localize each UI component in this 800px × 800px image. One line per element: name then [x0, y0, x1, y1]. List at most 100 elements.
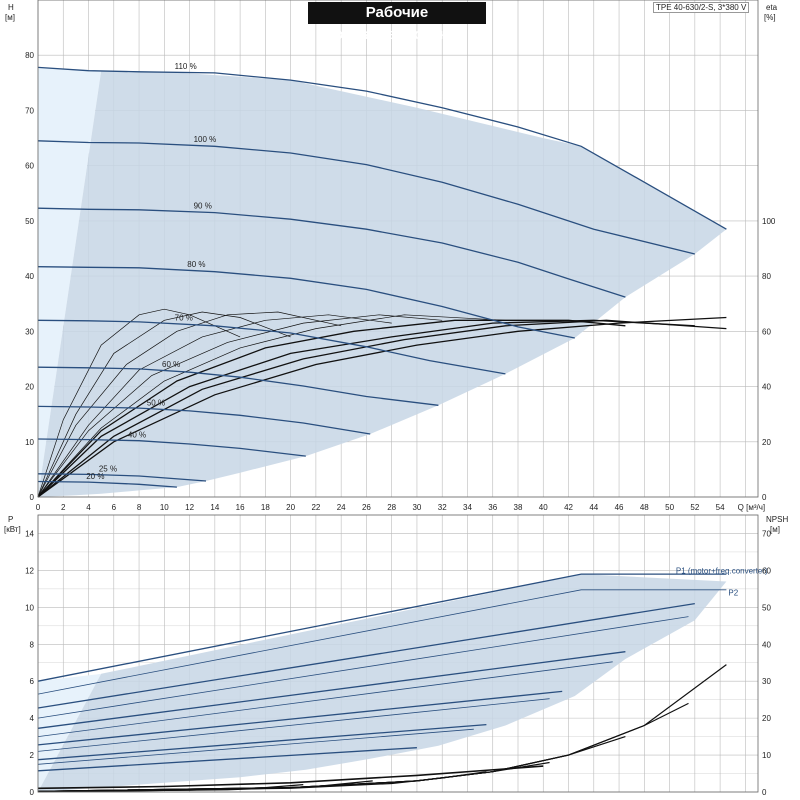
x-tick: 40 [539, 503, 548, 512]
top-y-tick-right: 80 [762, 272, 771, 281]
eta-curve [37, 311, 342, 498]
bottom-right-axis-unit: [м] [770, 525, 780, 534]
x-tick: 38 [514, 503, 523, 512]
head-curve-label: 40 % [128, 430, 146, 439]
top-y-tick-left: 10 [25, 438, 34, 447]
bottom-y-tick-left: 8 [30, 640, 35, 649]
top-y-tick-left: 70 [25, 106, 34, 115]
bottom-y-tick-left: 12 [25, 566, 34, 575]
eta-curve [37, 311, 291, 498]
x-tick: 10 [160, 503, 169, 512]
x-tick: 46 [615, 503, 624, 512]
eta-curve [37, 319, 695, 498]
p2-curve [37, 698, 550, 752]
head-curve-label: 25 % [99, 465, 117, 474]
x-tick: 2 [61, 503, 66, 512]
x-tick: 34 [463, 503, 472, 512]
bottom-plot-frame [37, 514, 759, 793]
head-curve-label: 70 % [175, 314, 193, 323]
head-curve [37, 438, 306, 457]
x-tick: 44 [589, 503, 598, 512]
bottom-left-axis-name: P [8, 515, 13, 524]
top-right-axis-unit: [%] [764, 13, 776, 22]
head-curve [37, 319, 506, 375]
bottom-light-region [38, 673, 102, 792]
head-curve [37, 66, 727, 230]
x-tick: 26 [362, 503, 371, 512]
eta-curve [37, 314, 392, 498]
bottom-y-tick-right: 20 [762, 714, 771, 723]
head-curve-label: 60 % [162, 360, 180, 369]
top-curves: 110 % 100 % 90 % 80 % 70 % 60 % 50 % 40 % 25 %20… [37, 62, 727, 498]
eta-curve [37, 319, 626, 498]
x-axis-label: Q [м³/ч] [738, 503, 765, 512]
head-curve [37, 405, 371, 435]
bottom-y-tick-right: 70 [762, 529, 771, 538]
head-curve [37, 266, 575, 339]
p1-curve [37, 747, 417, 772]
p2-curve [37, 589, 727, 695]
eta-curve [37, 319, 727, 498]
x-tick: 28 [387, 503, 396, 512]
top-left-axis-name: H [8, 3, 14, 12]
baseline-curve [37, 765, 544, 790]
x-tick: 12 [185, 503, 194, 512]
p2-curve [37, 661, 613, 737]
top-light-region [38, 67, 102, 498]
top-y-tick-right: 60 [762, 327, 771, 336]
x-tick: 42 [564, 503, 573, 512]
x-tick: 50 [665, 503, 674, 512]
top-left-axis-unit: [м] [5, 13, 15, 22]
top-plot-frame [37, 0, 759, 498]
model-label: TPE 40-630/2-S, 3*380 V [653, 2, 750, 13]
x-tick: 16 [236, 503, 245, 512]
bottom-y-tick-left: 4 [30, 714, 35, 723]
head-curve-label: 50 % [147, 398, 165, 407]
bottom-right-axis-name: NPSH [766, 515, 788, 524]
bottom-y-tick-left: 0 [30, 788, 35, 797]
p1-curve [37, 573, 727, 682]
bottom-y-tick-left: 6 [30, 677, 35, 686]
head-curve [37, 207, 626, 298]
p1-curve [37, 651, 626, 729]
x-tick: 24 [337, 503, 346, 512]
head-curve [37, 473, 207, 482]
head-curve [37, 480, 177, 488]
x-tick: 36 [488, 503, 497, 512]
head-curve-label: 20 % [86, 472, 104, 481]
top-y-tick-left: 0 [30, 493, 35, 502]
head-curve-label: 100 % [194, 135, 217, 144]
top-y-tick-left: 60 [25, 162, 34, 171]
bottom-y-tick-left: 14 [25, 529, 34, 538]
p1-series-label: P1 (motor+freq.converter) [676, 566, 768, 575]
bottom-left-axis-unit: [кВт] [4, 525, 21, 534]
p1-curve [37, 602, 695, 709]
bottom-y-tick-right: 0 [762, 788, 767, 797]
x-tick: 48 [640, 503, 649, 512]
x-tick: 14 [210, 503, 219, 512]
head-curve [37, 140, 695, 255]
x-tick: 52 [690, 503, 699, 512]
eta-curve [37, 314, 506, 498]
x-tick: 32 [438, 503, 447, 512]
bottom-y-tick-left: 2 [30, 751, 35, 760]
bottom-y-tick-left: 10 [25, 603, 34, 612]
bottom-y-tick-right: 60 [762, 566, 771, 575]
x-tick: 8 [137, 503, 142, 512]
npsh-curve [37, 784, 304, 793]
top-y-tick-right: 0 [762, 493, 767, 502]
eta-curve [37, 316, 727, 498]
x-tick: 6 [112, 503, 117, 512]
x-tick: 20 [286, 503, 295, 512]
p2-curve [37, 616, 689, 719]
x-tick: 18 [261, 503, 270, 512]
head-curve-label: 110 % [175, 62, 197, 71]
top-y-tick-right: 20 [762, 438, 771, 447]
top-y-tick-left: 40 [25, 272, 34, 281]
x-tick: 0 [36, 503, 41, 512]
top-y-tick-right: 100 [762, 217, 776, 226]
bottom-y-tick-right: 10 [762, 751, 771, 760]
p2-series-label: P2 [728, 589, 738, 598]
top-y-tick-left: 50 [25, 217, 34, 226]
